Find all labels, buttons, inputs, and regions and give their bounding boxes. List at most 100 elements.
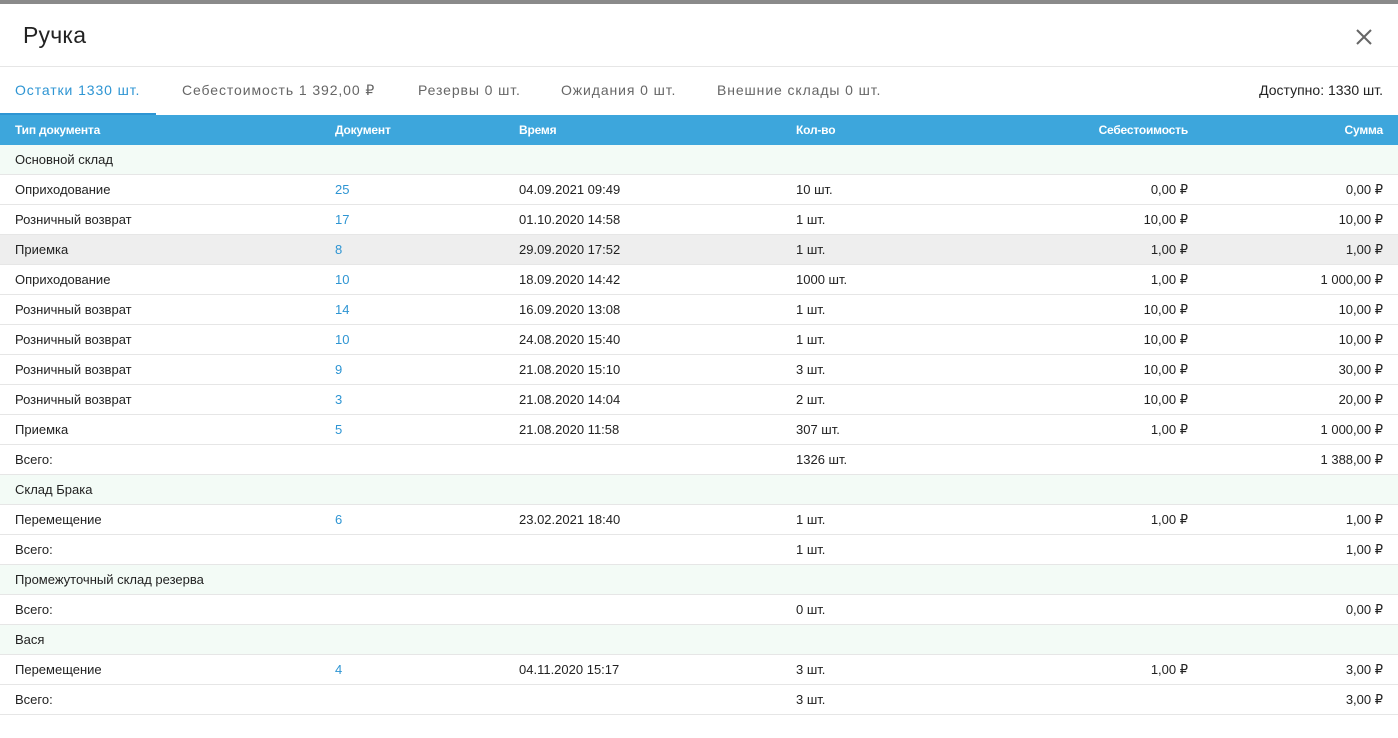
total-quantity: 1326 шт. (796, 444, 1002, 475)
document-type: Оприходование (0, 264, 335, 295)
sum-value: 1,00 ₽ (1196, 234, 1398, 265)
total-label: Всего: (0, 534, 335, 565)
column-header-doc-type[interactable]: Тип документа (0, 115, 335, 145)
tab-stock[interactable]: Остатки 1330 шт. (0, 67, 157, 115)
table-row: Оприходование 25 04.09.2021 09:49 10 шт. 0,0… (0, 174, 1398, 205)
cost-value: 10,00 ₽ (1002, 384, 1196, 415)
total-label: Всего: (0, 444, 335, 475)
document-type: Приемка (0, 234, 335, 265)
document-link[interactable]: 8 (335, 242, 343, 257)
document-type: Перемещение (0, 504, 335, 535)
quantity: 307 шт. (796, 414, 1002, 445)
total-sum: 0,00 ₽ (1196, 594, 1398, 625)
close-icon (1356, 29, 1372, 45)
table-row: Розничный возврат 3 21.08.2020 14:04 2 шт. 1… (0, 384, 1398, 415)
document-link-cell: 25 (335, 174, 519, 205)
warehouse-group-row: Склад Брака (0, 474, 1398, 505)
cost-value: 10,00 ₽ (1002, 324, 1196, 355)
cost-value: 10,00 ₽ (1002, 294, 1196, 325)
empty-cell (335, 534, 519, 565)
document-link[interactable]: 5 (335, 422, 343, 437)
warehouse-name: Склад Брака (0, 474, 1398, 505)
warehouse-group-row: Промежуточный склад резерва (0, 564, 1398, 595)
cost-value: 1,00 ₽ (1002, 264, 1196, 295)
document-link[interactable]: 6 (335, 512, 343, 527)
backdrop-strip (0, 0, 1398, 4)
tab-external-warehouses[interactable]: Внешние склады 0 шт. (717, 82, 882, 98)
quantity: 3 шт. (796, 354, 1002, 385)
table-row: Оприходование 10 18.09.2020 14:42 1000 шт. 1… (0, 264, 1398, 295)
document-link-cell: 6 (335, 504, 519, 535)
document-link[interactable]: 25 (335, 182, 350, 197)
tab-expected[interactable]: Ожидания 0 шт. (561, 82, 677, 98)
empty-cell (1002, 444, 1196, 475)
document-time: 04.09.2021 09:49 (519, 174, 796, 205)
sum-value: 10,00 ₽ (1196, 204, 1398, 235)
total-sum: 1 388,00 ₽ (1196, 444, 1398, 475)
document-type: Розничный возврат (0, 384, 335, 415)
quantity: 1 шт. (796, 234, 1002, 265)
document-type: Приемка (0, 414, 335, 445)
dialog-title: Ручка (23, 22, 87, 48)
tab-reserves[interactable]: Резервы 0 шт. (418, 82, 521, 98)
document-type: Перемещение (0, 654, 335, 685)
document-link-cell: 3 (335, 384, 519, 415)
stock-table: Тип документа Документ Время Кол-во Себе… (0, 115, 1398, 715)
document-link[interactable]: 4 (335, 662, 343, 677)
empty-cell (519, 444, 796, 475)
document-time: 01.10.2020 14:58 (519, 204, 796, 235)
quantity: 1 шт. (796, 294, 1002, 325)
document-time: 21.08.2020 15:10 (519, 354, 796, 385)
document-link-cell: 17 (335, 204, 519, 235)
empty-cell (1002, 684, 1196, 715)
document-time: 04.11.2020 15:17 (519, 654, 796, 685)
total-row: Всего: 1 шт. 1,00 ₽ (0, 534, 1398, 565)
column-header-sum[interactable]: Сумма (1196, 115, 1398, 145)
sum-value: 1 000,00 ₽ (1196, 414, 1398, 445)
document-type: Розничный возврат (0, 204, 335, 235)
cost-value: 1,00 ₽ (1002, 504, 1196, 535)
document-link[interactable]: 14 (335, 302, 350, 317)
warehouse-group-row: Вася (0, 624, 1398, 655)
sum-value: 3,00 ₽ (1196, 654, 1398, 685)
document-link-cell: 8 (335, 234, 519, 265)
document-link-cell: 14 (335, 294, 519, 325)
document-link[interactable]: 10 (335, 332, 350, 347)
document-type: Розничный возврат (0, 294, 335, 325)
total-row: Всего: 0 шт. 0,00 ₽ (0, 594, 1398, 625)
column-header-document[interactable]: Документ (335, 115, 519, 145)
column-header-quantity[interactable]: Кол-во (796, 115, 1002, 145)
tab-cost[interactable]: Себестоимость 1 392,00 ₽ (182, 82, 376, 98)
column-header-time[interactable]: Время (519, 115, 796, 145)
document-time: 29.09.2020 17:52 (519, 234, 796, 265)
empty-cell (1002, 534, 1196, 565)
warehouse-name: Промежуточный склад резерва (0, 564, 1398, 595)
table-row: Розничный возврат 14 16.09.2020 13:08 1 шт.… (0, 294, 1398, 325)
document-type: Оприходование (0, 174, 335, 205)
cost-value: 10,00 ₽ (1002, 354, 1196, 385)
total-row: Всего: 3 шт. 3,00 ₽ (0, 684, 1398, 715)
quantity: 1000 шт. (796, 264, 1002, 295)
table-row: Перемещение 4 04.11.2020 15:17 3 шт. 1,00 ₽3… (0, 654, 1398, 685)
document-link[interactable]: 9 (335, 362, 343, 377)
document-time: 16.09.2020 13:08 (519, 294, 796, 325)
quantity: 1 шт. (796, 204, 1002, 235)
document-link[interactable]: 17 (335, 212, 350, 227)
document-link[interactable]: 10 (335, 272, 350, 287)
table-row: Приемка 8 29.09.2020 17:52 1 шт. 1,00 ₽1,00 … (0, 234, 1398, 265)
quantity: 1 шт. (796, 504, 1002, 535)
empty-cell (335, 684, 519, 715)
cost-value: 1,00 ₽ (1002, 234, 1196, 265)
total-sum: 1,00 ₽ (1196, 534, 1398, 565)
column-header-cost[interactable]: Себестоимость (1002, 115, 1196, 145)
document-link-cell: 10 (335, 264, 519, 295)
close-button[interactable] (1351, 24, 1377, 50)
warehouse-name: Вася (0, 624, 1398, 655)
quantity: 2 шт. (796, 384, 1002, 415)
document-link-cell: 10 (335, 324, 519, 355)
document-link[interactable]: 3 (335, 392, 343, 407)
cost-value: 10,00 ₽ (1002, 204, 1196, 235)
tab-bar: Остатки 1330 шт. Себестоимость 1 392,00 … (0, 67, 1398, 115)
warehouse-name: Основной склад (0, 145, 1398, 175)
table-row: Розничный возврат 17 01.10.2020 14:58 1 шт.… (0, 204, 1398, 235)
